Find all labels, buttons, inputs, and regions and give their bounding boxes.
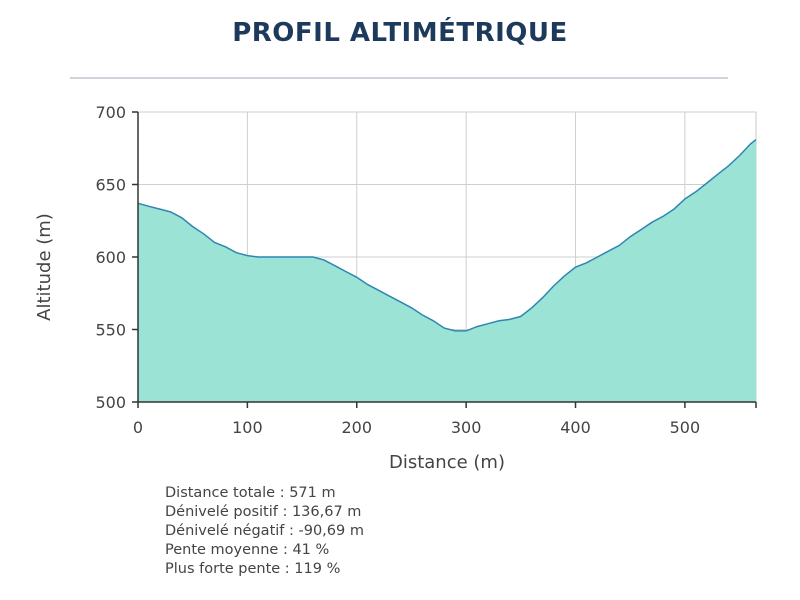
y-tick-label: 550 (95, 321, 126, 340)
x-tick-label: 0 (133, 418, 143, 437)
y-tick-label: 700 (95, 103, 126, 122)
x-tick-label: 500 (670, 418, 701, 437)
y-tick-label: 600 (95, 248, 126, 267)
chart-axes (132, 111, 757, 408)
stat-distance-totale: Distance totale : 571 m (165, 485, 336, 501)
y-axis-label: Altitude (m) (34, 213, 55, 321)
x-tick-labels: 0 100 200 300 400 500 (133, 418, 700, 437)
stat-denivele-positif: Dénivelé positif : 136,67 m (165, 504, 362, 520)
y-tick-label: 650 (95, 176, 126, 195)
x-tick-label: 400 (560, 418, 591, 437)
elevation-area (138, 139, 756, 402)
stat-pente-moyenne: Pente moyenne : 41 % (165, 542, 330, 558)
y-tick-labels: 500 550 600 650 700 (95, 103, 126, 412)
stat-plus-forte-pente: Plus forte pente : 119 % (165, 561, 341, 577)
x-tick-label: 300 (451, 418, 482, 437)
title-divider (70, 77, 728, 79)
chart-title: PROFIL ALTIMÉTRIQUE (232, 18, 568, 48)
elevation-line (137, 139, 757, 332)
x-tick-label: 200 (341, 418, 372, 437)
route-statistics: Distance totale : 571 m Dénivelé positif… (165, 484, 364, 579)
x-tick-label: 100 (232, 418, 263, 437)
elevation-chart: 0 100 200 300 400 500 500 550 600 650 700 Distanc… (34, 103, 757, 473)
x-axis-label: Distance (m) (389, 452, 505, 473)
y-tick-label: 500 (95, 393, 126, 412)
stat-denivele-negatif: Dénivelé négatif : -90,69 m (165, 523, 364, 539)
